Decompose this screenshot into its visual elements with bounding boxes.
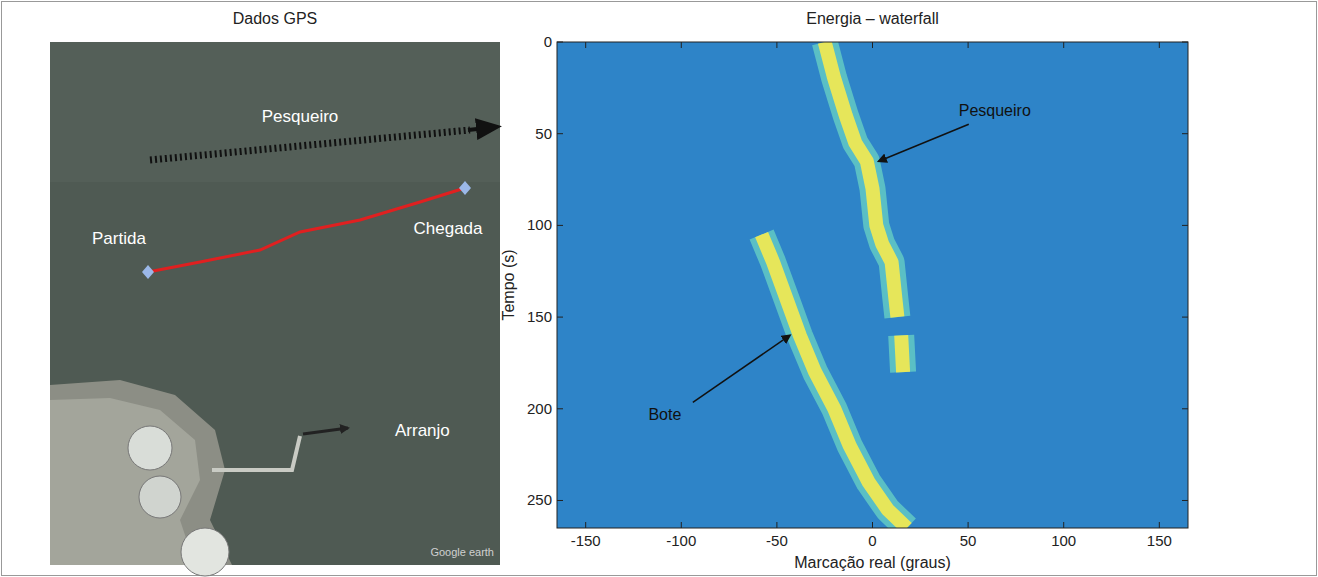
track-glow: [825, 42, 903, 372]
tank: [128, 426, 172, 470]
y-tick: [1182, 133, 1188, 134]
y-tick: [1182, 42, 1188, 43]
map-label: Chegada: [413, 219, 483, 238]
map-label: Pesqueiro: [262, 107, 339, 126]
water: [50, 42, 500, 565]
credit: Google earth: [430, 546, 494, 558]
y-tick-label: 200: [527, 400, 552, 417]
y-tick-label: 50: [535, 125, 552, 142]
x-tick: [681, 522, 682, 528]
x-tick: [968, 522, 969, 528]
x-tick: [872, 522, 873, 528]
x-tick: [1159, 42, 1160, 48]
y-tick: [1182, 317, 1188, 318]
annotation-arrow: [693, 335, 790, 402]
x-tick-label: 0: [868, 532, 876, 549]
x-tick-label: 150: [1147, 532, 1172, 549]
y-tick-label: 250: [527, 491, 552, 508]
fishing-track: [150, 130, 470, 160]
x-tick-label: 50: [960, 532, 977, 549]
end-marker: [459, 181, 471, 195]
figure: Dados GPS Pesqueiro Partida Chegada Arranjo G…: [0, 0, 1318, 577]
x-tick: [585, 522, 586, 528]
tank: [181, 528, 229, 576]
x-tick: [1159, 522, 1160, 528]
y-axis-title: Tempo (s): [500, 249, 517, 320]
y-tick: [557, 133, 563, 134]
x-tick: [776, 522, 777, 528]
start-marker: [142, 265, 154, 279]
x-tick: [872, 42, 873, 48]
annotation-label: Bote: [648, 406, 681, 423]
plot-background: [557, 42, 1188, 528]
x-tick: [1063, 522, 1064, 528]
annotation-arrow: [879, 124, 969, 161]
x-tick-label: -50: [766, 532, 788, 549]
track-glow: [762, 235, 907, 528]
y-tick: [1182, 408, 1188, 409]
x-tick: [585, 42, 586, 48]
gps-map: Pesqueiro Partida Chegada Arranjo Google ear…: [50, 42, 500, 576]
x-axis-title: Marcação real (graus): [794, 554, 951, 571]
y-tick: [557, 408, 563, 409]
y-tick: [557, 42, 563, 43]
y-tick-label: 100: [527, 216, 552, 233]
tracks: [762, 42, 907, 528]
plot-frame: [557, 42, 1188, 528]
water-shade: [50, 42, 500, 182]
pier: [212, 436, 300, 470]
chart-title: Energia – waterfall: [806, 10, 939, 27]
x-tick-label: 100: [1051, 532, 1076, 549]
track: [762, 235, 907, 528]
map-label: Arranjo: [395, 421, 450, 440]
figure-frame: [2, 2, 1317, 576]
y-tick: [557, 317, 563, 318]
x-tick: [776, 42, 777, 48]
y-tick: [1182, 225, 1188, 226]
land: [50, 398, 200, 565]
annotation-label: Pesqueiro: [959, 102, 1031, 119]
x-tick-label: -150: [571, 532, 601, 549]
panel-title: Dados GPS: [233, 10, 317, 27]
x-tick: [1063, 42, 1064, 48]
track: [825, 42, 903, 372]
y-tick-label: 150: [527, 308, 552, 325]
fishing-arrow: [468, 127, 496, 130]
array-arrow: [303, 428, 348, 434]
y-tick: [557, 500, 563, 501]
x-tick-label: -100: [666, 532, 696, 549]
y-tick: [557, 225, 563, 226]
map-label: Partida: [92, 229, 146, 248]
x-tick: [968, 42, 969, 48]
x-tick: [681, 42, 682, 48]
tank: [139, 476, 181, 518]
y-tick: [1182, 500, 1188, 501]
y-tick-label: 0: [544, 33, 552, 50]
